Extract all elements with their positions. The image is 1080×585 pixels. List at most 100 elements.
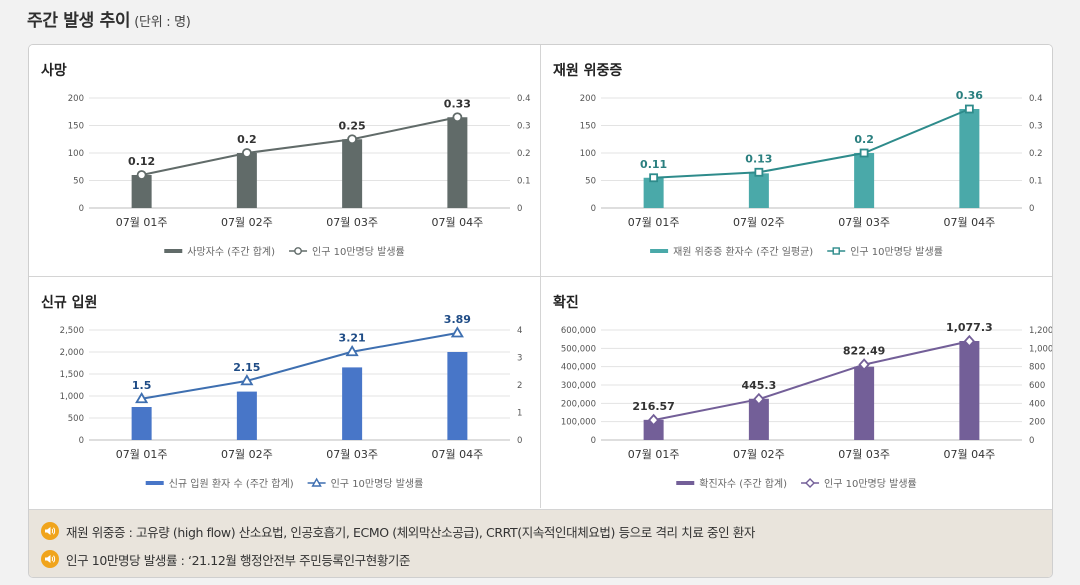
data-label: 0.33 [444, 97, 471, 110]
chart-svg: 0 50 100 150 200 0 0.1 0.2 0.3 0.4 07월 01주 07월 02주 0… [68, 94, 531, 258]
y-left-tick-label: 400,000 [561, 363, 596, 373]
bar [643, 419, 664, 440]
bar [748, 173, 769, 208]
bar [854, 153, 875, 208]
x-tick-label: 07월 01주 [628, 448, 680, 461]
x-tick-label: 07월 01주 [116, 216, 168, 229]
line-marker [452, 112, 463, 123]
y-left-tick-label: 500 [68, 414, 84, 424]
legend-line-label: 인구 10만명당 발생률 [850, 246, 943, 258]
y-left-tick-label: 600,000 [561, 326, 596, 336]
bar [959, 341, 980, 440]
legend-bar-label: 재원 위중증 환자수 (주간 일평균) [673, 245, 813, 258]
y-right-tick-label: 1 [517, 409, 522, 419]
chart-panel-severe: 재원 위중증 0 50 100 150 200 0 0.1 0.2 0.3 0.4 07월 01주 0… [541, 45, 1052, 277]
data-label: 216.57 [632, 400, 674, 413]
x-tick-label: 07월 03주 [326, 216, 378, 229]
x-tick-label: 07월 04주 [944, 448, 996, 461]
y-left-tick-label: 1,500 [60, 370, 84, 380]
y-right-tick-label: 0 [1029, 204, 1034, 214]
line-marker [649, 173, 659, 183]
y-right-tick-label: 1,200 [1029, 326, 1052, 336]
x-tick-label: 07월 04주 [432, 216, 484, 229]
note-row: 재원 위중증 : 고유량 (high flow) 산소요법, 인공호흡기, EC… [41, 521, 755, 541]
y-right-tick-label: 0.4 [1029, 94, 1043, 104]
chart-panel-admissions: 신규 입원 0 500 1,000 1,500 2,000 2,500 0 1 2 3 4 07월 0… [29, 277, 541, 508]
line-marker [450, 326, 464, 338]
note-text: 재원 위중증 : 고유량 (high flow) 산소요법, 인공호흡기, EC… [66, 524, 755, 540]
bar [447, 352, 468, 440]
y-right-tick-label: 600 [1029, 381, 1045, 391]
chart-panel-confirmed: 확진 0 100,000 200,000 300,000 400,000 500,000 6… [541, 277, 1052, 508]
y-left-tick-label: 100,000 [561, 418, 596, 428]
y-right-tick-label: 0.3 [517, 122, 531, 132]
y-right-tick-label: 0 [1029, 436, 1034, 446]
y-left-tick-label: 200 [580, 94, 596, 104]
line-marker [345, 344, 359, 357]
legend-bar-swatch [145, 481, 164, 485]
x-tick-label: 07월 01주 [116, 448, 168, 461]
speaker-icon [41, 522, 59, 540]
y-left-tick-label: 1,000 [60, 392, 84, 402]
bar [643, 177, 664, 208]
y-right-tick-label: 800 [1029, 363, 1045, 373]
y-left-tick-label: 0 [591, 204, 596, 214]
line-marker [963, 334, 976, 348]
chart-panel-deaths: 사망 0 50 100 150 200 0 0.1 0.2 0.3 0.4 07월 01주 07월 0… [29, 45, 541, 277]
y-right-tick-label: 200 [1029, 418, 1045, 428]
legend-line-label: 인구 10만명당 발생률 [331, 478, 424, 490]
bar [342, 139, 363, 208]
line-marker [964, 104, 974, 114]
y-right-tick-label: 3 [517, 354, 522, 364]
legend-bar-label: 확진자수 (주간 합계) [699, 478, 787, 490]
legend-bar-swatch [650, 249, 669, 253]
y-left-tick-label: 500,000 [561, 344, 596, 354]
line-marker [754, 167, 764, 177]
line-marker [647, 413, 660, 427]
line-marker [240, 374, 254, 386]
bar [236, 153, 257, 208]
line-marker [753, 392, 765, 406]
data-label: 0.36 [956, 89, 983, 102]
y-left-tick-label: 200,000 [561, 399, 596, 409]
chart-board: 사망 0 50 100 150 200 0 0.1 0.2 0.3 0.4 07월 01주 07월 0… [28, 44, 1053, 578]
bar [131, 407, 152, 440]
y-left-tick-label: 50 [73, 177, 84, 187]
panel-title: 확진 [553, 295, 579, 311]
rate-line [141, 116, 458, 176]
rate-line [653, 108, 970, 179]
rate-line [141, 332, 458, 400]
y-right-tick-label: 0.2 [517, 149, 531, 159]
y-right-tick-label: 1,000 [1029, 344, 1052, 354]
bar [854, 366, 875, 440]
x-tick-label: 07월 02주 [221, 448, 273, 461]
data-label: 445.3 [741, 379, 776, 392]
y-left-tick-label: 50 [585, 177, 596, 187]
data-label: 3.21 [339, 332, 366, 345]
y-right-tick-label: 2 [517, 381, 522, 391]
y-right-tick-label: 0.1 [1029, 177, 1043, 187]
line-marker [347, 134, 358, 145]
data-label: 0.12 [128, 155, 155, 168]
x-tick-label: 07월 04주 [432, 448, 484, 461]
y-left-tick-label: 150 [580, 122, 596, 132]
line-marker [241, 148, 252, 158]
bar [959, 109, 980, 208]
legend-line-label: 인구 10만명당 발생률 [312, 246, 405, 258]
line-marker [135, 391, 149, 404]
data-label: 822.49 [843, 345, 885, 358]
chart-svg: 0 100,000 200,000 300,000 400,000 500,000 600,… [561, 321, 1052, 490]
x-tick-label: 07월 02주 [221, 216, 273, 229]
panel-title: 재원 위중증 [553, 63, 623, 79]
y-left-tick-label: 100 [580, 149, 596, 159]
legend-line-marker [311, 477, 322, 487]
rate-line [653, 340, 970, 422]
y-right-tick-label: 400 [1029, 399, 1045, 409]
data-label: 2.15 [233, 361, 260, 374]
legend-bar-label: 사망자수 (주간 합계) [187, 246, 275, 258]
x-tick-label: 07월 03주 [838, 448, 890, 461]
x-tick-label: 07월 02주 [733, 216, 785, 229]
data-label: 0.2 [854, 133, 874, 146]
legend-line-label: 인구 10만명당 발생률 [824, 478, 917, 490]
x-tick-label: 07월 04주 [944, 216, 996, 229]
